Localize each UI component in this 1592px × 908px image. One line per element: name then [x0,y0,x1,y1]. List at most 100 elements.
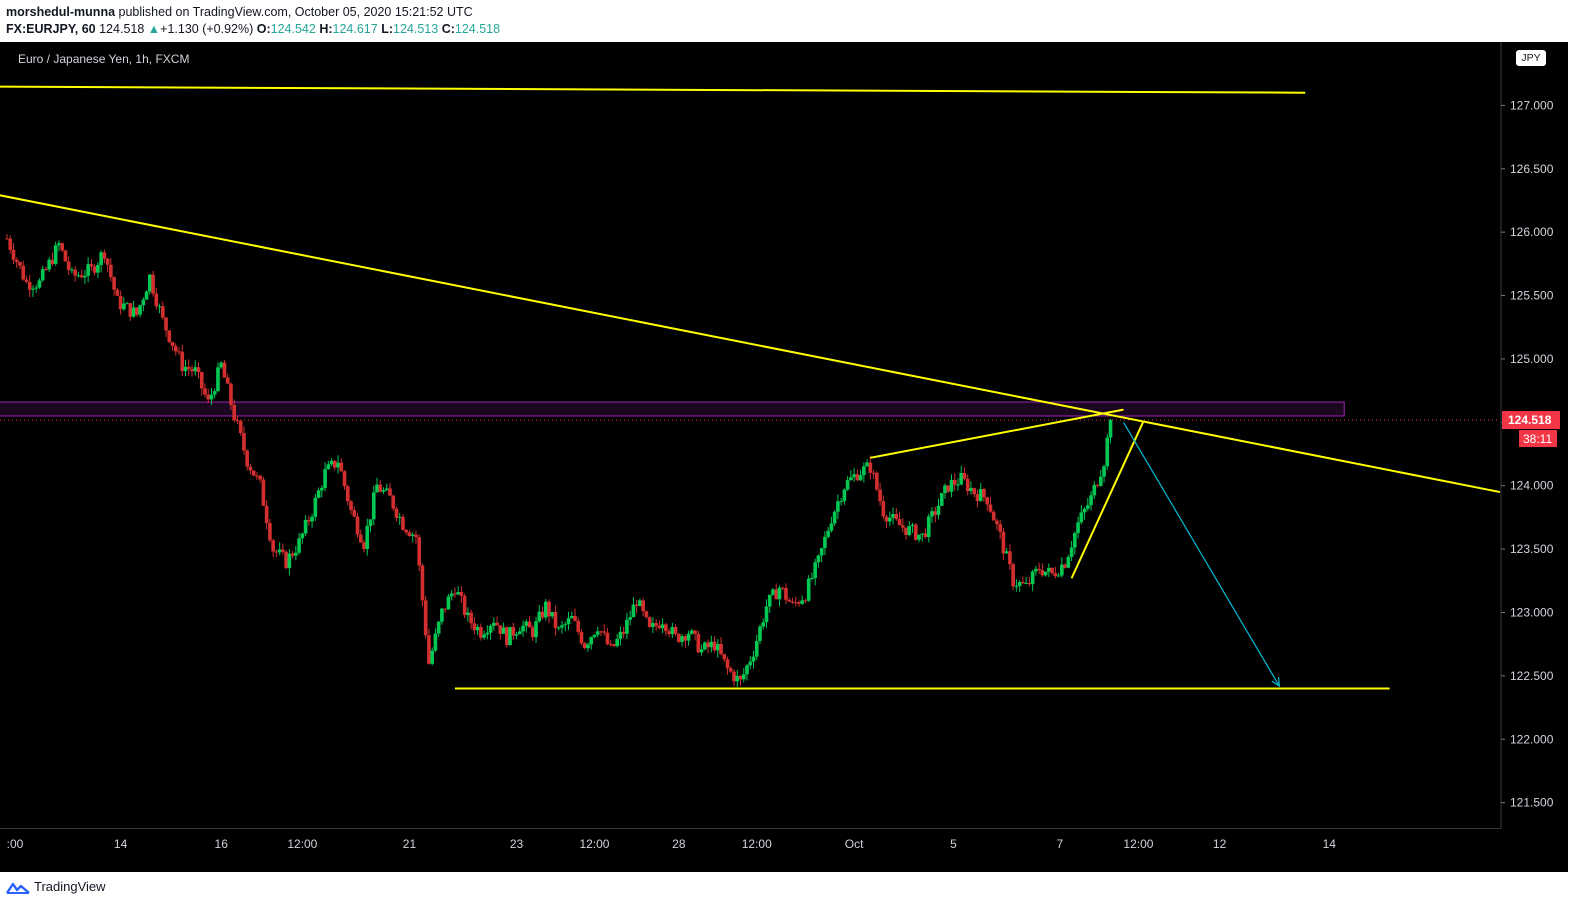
candle-body [920,533,925,535]
candle-body [1105,437,1110,467]
candle-body [462,595,467,616]
candle-body [102,252,107,259]
x-tick-label: Oct [845,837,864,851]
candle-body [842,489,847,502]
candle-body [144,291,149,300]
x-tick-label: :00 [7,837,24,851]
candle-body [456,591,460,595]
candle-body [1063,564,1067,568]
candle-body [693,630,697,634]
candle-body [475,626,480,631]
x-tick-label: 16 [215,837,229,851]
candle-body [479,626,483,638]
candle-body [485,632,490,635]
candle-body [151,274,155,294]
candle-body [754,640,759,657]
trendline-0 [0,85,1306,94]
currency-badge[interactable]: JPY [1516,50,1546,66]
candle-body [248,466,253,471]
candle-body [177,351,181,353]
x-tick-label: 7 [1057,837,1064,851]
candle-body [251,470,256,476]
candle-body [193,367,198,372]
candle-body [381,490,386,492]
candle-body [1060,564,1064,576]
candle-body [196,367,201,373]
candle-body [926,516,931,537]
candle-body [99,252,103,266]
candle-body [696,633,701,653]
candle-body [401,516,405,530]
candle-body [949,480,954,492]
candle-body [109,264,113,278]
candle-body [310,516,314,522]
tradingview-brand[interactable]: TradingView [34,879,106,894]
candle-body [1053,573,1058,577]
candle-body [521,625,525,632]
candle-body [1001,531,1006,554]
candle-body [371,492,376,520]
trendline-1 [0,194,1501,494]
candle-body [449,593,454,597]
candle-body [209,394,214,400]
candle-body [498,625,503,634]
candle-body [745,665,749,675]
candle-body [592,634,597,638]
candle-body [735,675,740,682]
candle-body [167,330,172,343]
candle-body [579,631,584,644]
candle-body [89,264,94,267]
candle-body [1066,556,1071,568]
candle-body [433,633,438,651]
candle-body [576,620,581,632]
author-name[interactable]: morshedul-munna [6,5,116,19]
candle-body [1098,476,1103,486]
candle-body [897,519,902,526]
candle-body [44,269,48,271]
candle-body [407,532,412,536]
candle-body [245,450,249,467]
candle-body [618,631,623,639]
candle-body [320,487,324,491]
x-tick-label: 23 [510,837,524,851]
candle-body [677,633,681,642]
candle-body [131,307,136,317]
candle-body [277,549,282,553]
y-tick-label: 123.000 [1510,605,1554,619]
candle-body [225,377,230,384]
candle-body [73,269,77,276]
candle-body [1102,466,1106,477]
x-tick-label: 14 [1323,837,1337,851]
candle-body [1021,581,1025,584]
candle-body [978,489,983,502]
candle-body [1017,581,1022,586]
candle-body [875,472,879,490]
candle-body [995,520,999,525]
candle-body [910,524,915,526]
candle-body [332,460,337,468]
candle-body [83,275,87,278]
candle-body [826,530,830,537]
high-value: 124.617 [332,22,378,36]
candle-body [141,299,146,306]
candle-body [365,525,370,550]
candle-body [469,612,473,624]
candle-body [264,505,269,524]
candle-body [738,675,743,680]
candle-body [18,262,22,266]
candle-body [683,636,688,641]
candle-body [501,627,506,634]
candle-body [53,245,58,264]
candle-body [105,258,110,265]
candle-body [563,624,568,626]
candle-body [222,362,227,378]
candle-body [199,372,204,389]
chart-canvas[interactable]: 127.000 126.500 126.000 125.500 125.000 124.5… [0,42,1568,872]
chart-area[interactable]: 127.000 126.500 126.000 125.500 125.000 124.5… [0,42,1568,872]
candle-body [8,238,13,250]
candle-body [229,383,233,405]
candle-body [602,631,607,633]
candle-body [1034,568,1038,572]
x-tick-label: 12:00 [579,837,609,851]
candle-body [190,369,194,372]
